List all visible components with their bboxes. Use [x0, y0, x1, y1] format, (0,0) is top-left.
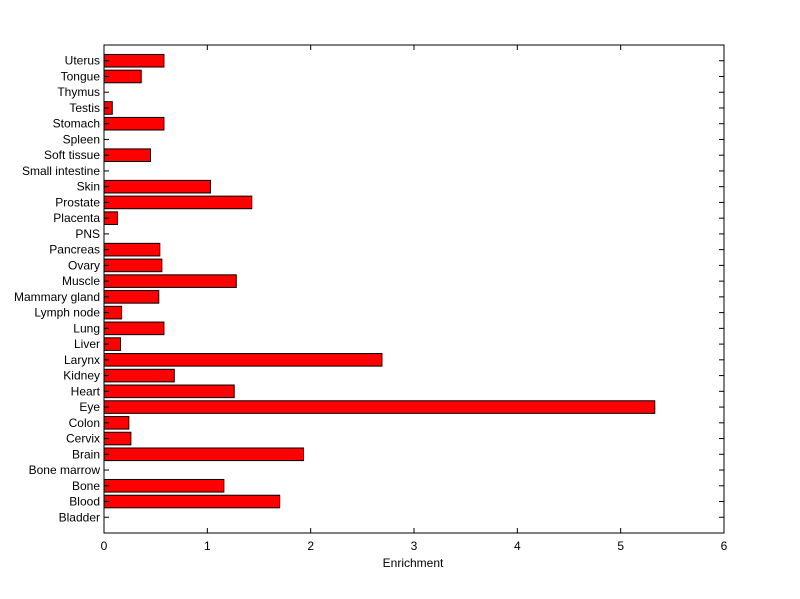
bar-mammary-gland [103, 290, 160, 304]
x-tick-label: 0 [101, 539, 108, 553]
bar-pancreas [103, 242, 161, 257]
y-tick-label: Stomach [53, 117, 100, 131]
bar-uterus [103, 53, 165, 68]
y-tick-label: Eye [79, 400, 100, 414]
bar-soft-tissue [103, 148, 151, 162]
y-tick-label: Spleen [63, 132, 100, 146]
bar-kidney [103, 368, 175, 383]
bar-stomach [103, 116, 165, 131]
y-tick-label: Heart [71, 384, 101, 398]
plot-frame [103, 44, 725, 534]
bar-tongue [103, 69, 142, 84]
bar-larynx [103, 353, 383, 367]
bar-heart [103, 384, 235, 399]
y-tick-label: Thymus [57, 85, 100, 99]
y-tick-label: Blood [69, 495, 100, 509]
x-tick-label: 3 [411, 539, 418, 553]
bar-blood [103, 494, 281, 509]
y-tick-label: Larynx [64, 353, 100, 367]
y-tick-label: Bladder [59, 510, 100, 524]
y-tick-label: Ovary [68, 258, 100, 272]
bars-group [103, 53, 656, 509]
bar-muscle [103, 274, 237, 288]
y-tick-label: Pancreas [49, 243, 100, 257]
x-tick-label: 2 [307, 539, 314, 553]
ticks-group [103, 45, 725, 533]
y-tick-label: Lymph node [34, 306, 100, 320]
y-tick-label: Mammary gland [14, 290, 100, 304]
y-tick-label: Cervix [66, 432, 100, 446]
bar-skin [103, 179, 211, 194]
bar-prostate [103, 195, 253, 210]
bar-ovary [103, 258, 163, 273]
y-tick-label: Brain [72, 447, 100, 461]
bar-eye [103, 400, 656, 414]
x-tick-label: 4 [514, 539, 521, 553]
y-tick-label: Uterus [65, 54, 100, 68]
y-tick-label: Colon [69, 416, 100, 430]
y-tick-label: Testis [69, 101, 100, 115]
y-tick-label: Kidney [63, 369, 100, 383]
y-tick-label: Tongue [61, 69, 101, 83]
y-tick-label: Soft tissue [44, 148, 100, 162]
y-tick-label: Bone marrow [29, 463, 101, 477]
y-tick-label: Bone [72, 479, 100, 493]
x-tick-label: 5 [617, 539, 624, 553]
y-tick-label: Placenta [53, 211, 100, 225]
y-tick-label: Muscle [62, 274, 100, 288]
x-tick-label: 6 [721, 539, 728, 553]
y-tick-label: Small intestine [22, 164, 100, 178]
bar-bone [103, 478, 225, 493]
bar-brain [103, 447, 304, 462]
bar-lung [103, 321, 165, 336]
y-tick-label: Liver [74, 337, 100, 351]
y-tick-label: Skin [77, 180, 100, 194]
x-axis-label: Enrichment [383, 556, 444, 570]
y-tick-label: Prostate [55, 195, 100, 209]
y-tick-label: Lung [73, 321, 100, 335]
x-tick-label: 1 [204, 539, 211, 553]
y-tick-label: PNS [75, 227, 100, 241]
